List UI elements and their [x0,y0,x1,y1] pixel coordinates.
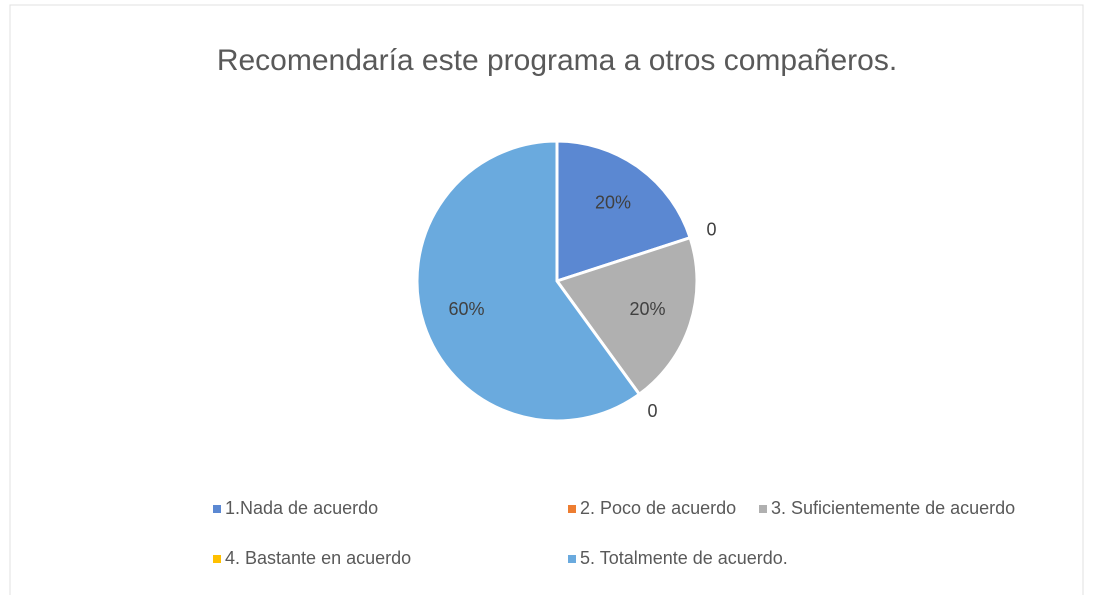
pie-slice [415,139,642,423]
chart-title: Recomendaría este programa a otros compa… [217,44,897,77]
legend-swatch [213,505,221,513]
data-label: 20% [630,299,666,319]
legend-label: 5. Totalmente de acuerdo. [580,548,788,568]
chart-border [9,4,1084,595]
legend-label: 3. Suficientemente de acuerdo [771,498,1015,518]
legend-swatch [213,555,221,563]
legend-label: 2. Poco de acuerdo [580,498,736,518]
data-label: 0 [706,220,716,240]
data-label: 60% [448,299,484,319]
legend-label: 4. Bastante en acuerdo [225,548,411,568]
data-label: 0 [647,401,657,421]
pie-slice [555,139,693,284]
legend-swatch [568,505,576,513]
legend-swatch [759,505,767,513]
pie-slice [554,235,699,397]
data-label: 20% [595,193,631,213]
legend-label: 1.Nada de acuerdo [225,498,378,518]
legend-swatch [568,555,576,563]
